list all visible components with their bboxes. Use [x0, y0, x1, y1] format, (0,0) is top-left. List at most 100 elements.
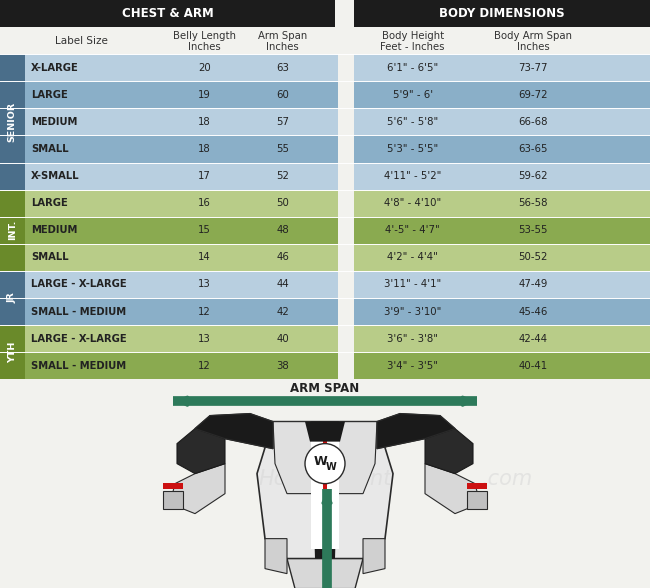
Text: Inches: Inches — [517, 42, 549, 52]
Bar — [338, 108, 354, 135]
Text: W: W — [326, 462, 337, 472]
Text: 63: 63 — [276, 63, 289, 73]
Bar — [0, 162, 650, 189]
Text: MEDIUM: MEDIUM — [31, 117, 77, 127]
Bar — [0, 217, 650, 244]
Text: 46: 46 — [276, 252, 289, 262]
Polygon shape — [273, 422, 313, 494]
Text: 60: 60 — [276, 90, 289, 100]
Bar — [163, 483, 183, 489]
Polygon shape — [323, 426, 327, 552]
Text: JR: JR — [8, 293, 17, 303]
Text: 14: 14 — [198, 252, 211, 262]
Bar — [338, 54, 354, 81]
Polygon shape — [377, 413, 455, 449]
Polygon shape — [425, 429, 473, 473]
Text: X-SMALL: X-SMALL — [31, 171, 80, 181]
Text: 40: 40 — [276, 333, 289, 343]
Bar — [338, 217, 354, 244]
Polygon shape — [170, 463, 225, 514]
Text: 69-72: 69-72 — [518, 90, 548, 100]
Text: Label Size: Label Size — [55, 36, 108, 46]
Bar — [0, 271, 25, 325]
Polygon shape — [425, 463, 480, 514]
Text: SMALL: SMALL — [31, 144, 69, 154]
Text: 19: 19 — [198, 90, 211, 100]
Bar — [338, 162, 354, 189]
Bar — [338, 271, 354, 298]
Bar — [467, 483, 487, 489]
Polygon shape — [265, 539, 287, 574]
Text: Body Arm Span: Body Arm Span — [494, 31, 572, 41]
Text: HockeyGiant: HockeyGiant — [258, 469, 392, 489]
Text: 12: 12 — [198, 360, 211, 370]
Bar — [335, 0, 354, 27]
Text: 50-52: 50-52 — [518, 252, 548, 262]
Text: 6'1" - 6'5": 6'1" - 6'5" — [387, 63, 438, 73]
Text: LARGE - X-LARGE: LARGE - X-LARGE — [31, 279, 127, 289]
Bar — [338, 352, 354, 379]
Text: 4'2" - 4'4": 4'2" - 4'4" — [387, 252, 438, 262]
Text: X-LARGE: X-LARGE — [31, 63, 79, 73]
Text: 3'9" - 3'10": 3'9" - 3'10" — [384, 306, 441, 316]
Text: 3'4" - 3'5": 3'4" - 3'5" — [387, 360, 438, 370]
Polygon shape — [287, 559, 363, 588]
Bar — [338, 189, 354, 217]
Bar — [0, 27, 650, 54]
Bar — [338, 298, 354, 325]
Text: LARGE: LARGE — [31, 90, 68, 100]
Bar — [0, 352, 650, 379]
Text: 44: 44 — [276, 279, 289, 289]
Polygon shape — [305, 422, 345, 442]
Bar — [0, 244, 650, 271]
Text: 5'9" - 6': 5'9" - 6' — [393, 90, 433, 100]
Text: Inches: Inches — [266, 42, 299, 52]
Text: 13: 13 — [198, 333, 211, 343]
Text: 18: 18 — [198, 144, 211, 154]
Text: 13: 13 — [198, 279, 211, 289]
Text: 48: 48 — [276, 225, 289, 235]
Bar — [163, 490, 183, 509]
Text: MEDIUM: MEDIUM — [31, 225, 77, 235]
Text: 3'6" - 3'8": 3'6" - 3'8" — [387, 333, 438, 343]
Circle shape — [305, 443, 345, 483]
Text: 4'8" - 4'10": 4'8" - 4'10" — [384, 198, 441, 208]
Bar — [338, 325, 354, 352]
Bar — [338, 244, 354, 271]
Text: Feet - Inches: Feet - Inches — [380, 42, 445, 52]
Text: 5'3" - 5'5": 5'3" - 5'5" — [387, 144, 438, 154]
Text: 42: 42 — [276, 306, 289, 316]
Text: 57: 57 — [276, 117, 289, 127]
Text: BODY DIMENSIONS: BODY DIMENSIONS — [439, 7, 565, 20]
Text: 15: 15 — [198, 225, 211, 235]
Text: SMALL - MEDIUM: SMALL - MEDIUM — [31, 306, 126, 316]
Polygon shape — [311, 429, 323, 549]
Text: 52: 52 — [276, 171, 289, 181]
Polygon shape — [195, 413, 273, 449]
Polygon shape — [257, 422, 393, 559]
Bar — [0, 189, 25, 271]
Text: 55: 55 — [276, 144, 289, 154]
Text: 59-62: 59-62 — [518, 171, 548, 181]
Text: .com: .com — [482, 469, 532, 489]
Text: 12: 12 — [198, 306, 211, 316]
Polygon shape — [311, 422, 339, 559]
Polygon shape — [327, 429, 339, 549]
Text: 4'-5" - 4'7": 4'-5" - 4'7" — [385, 225, 440, 235]
Text: 45-46: 45-46 — [518, 306, 548, 316]
Bar — [467, 490, 487, 509]
Text: 63-65: 63-65 — [518, 144, 548, 154]
Text: CHEST & ARM: CHEST & ARM — [122, 7, 213, 20]
Bar — [0, 325, 25, 379]
Text: 38: 38 — [276, 360, 289, 370]
Text: ARM SPAN: ARM SPAN — [291, 382, 359, 395]
Bar — [338, 135, 354, 162]
Bar — [0, 108, 650, 135]
Text: 56-58: 56-58 — [518, 198, 548, 208]
Text: 18: 18 — [198, 117, 211, 127]
Text: W: W — [313, 455, 327, 468]
Text: 73-77: 73-77 — [518, 63, 548, 73]
Bar — [338, 81, 354, 108]
Text: 66-68: 66-68 — [518, 117, 548, 127]
Bar — [0, 189, 650, 217]
